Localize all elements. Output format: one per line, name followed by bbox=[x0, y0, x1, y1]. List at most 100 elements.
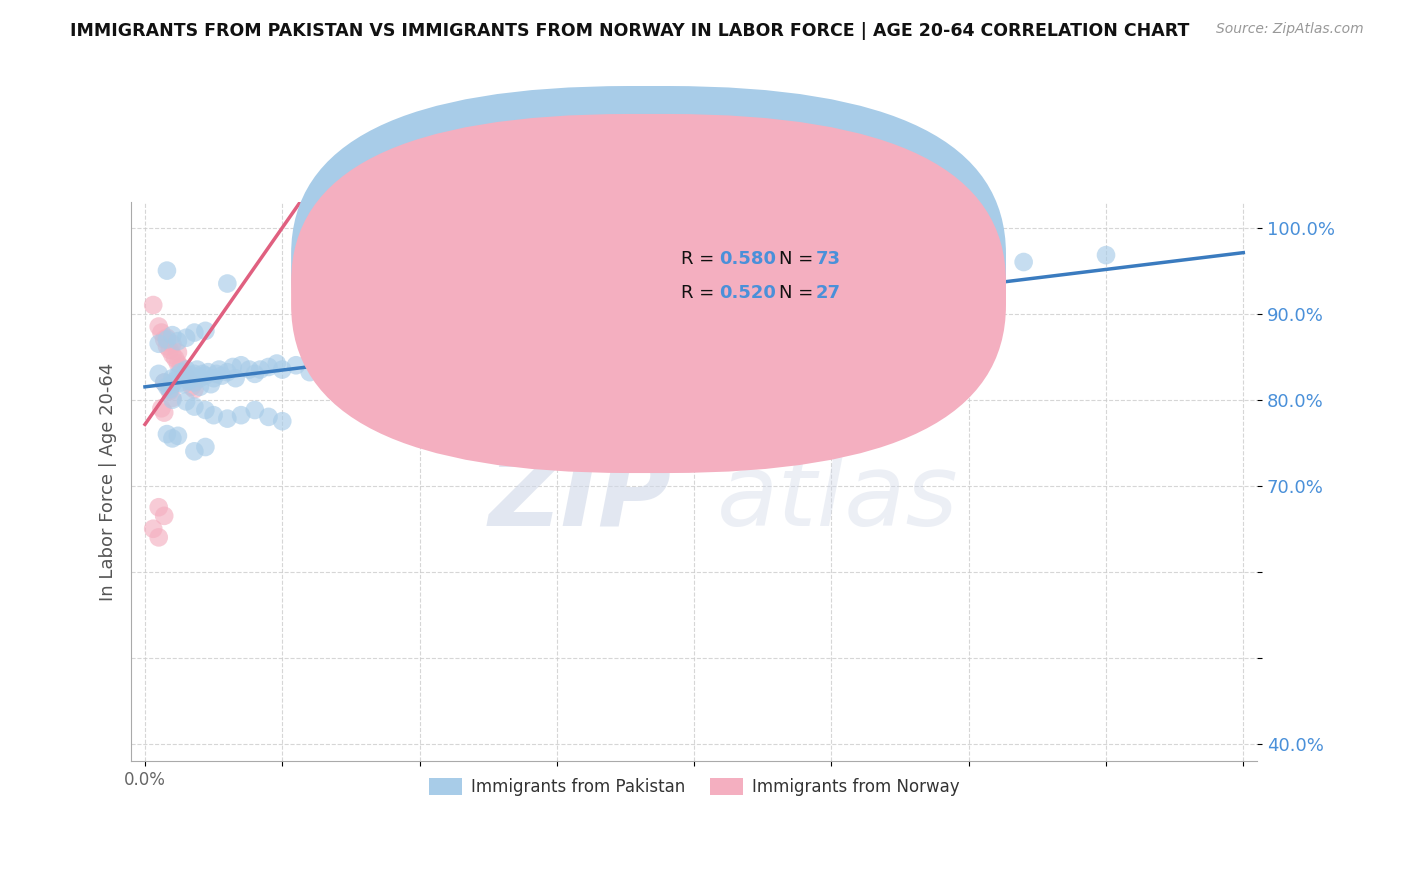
Point bbox=[249, 362, 271, 376]
Point bbox=[217, 365, 239, 379]
Text: ZIP: ZIP bbox=[489, 450, 672, 547]
Point bbox=[202, 408, 225, 422]
Point bbox=[170, 365, 193, 379]
Point bbox=[167, 345, 190, 359]
Point bbox=[229, 408, 252, 422]
Point bbox=[183, 326, 205, 340]
Text: atlas: atlas bbox=[717, 450, 959, 547]
Point bbox=[211, 368, 233, 383]
Point bbox=[162, 391, 184, 405]
Point bbox=[271, 362, 294, 376]
Point bbox=[150, 401, 173, 416]
Text: 27: 27 bbox=[815, 284, 841, 302]
Point bbox=[188, 371, 211, 385]
Text: R =: R = bbox=[681, 251, 720, 268]
FancyBboxPatch shape bbox=[291, 86, 1005, 445]
Point bbox=[153, 333, 176, 347]
Point bbox=[271, 414, 294, 428]
Point bbox=[156, 333, 179, 347]
Point bbox=[1012, 255, 1035, 269]
Point bbox=[162, 392, 184, 407]
Point bbox=[174, 368, 197, 383]
Point bbox=[186, 362, 208, 376]
Point bbox=[208, 362, 231, 376]
FancyBboxPatch shape bbox=[605, 235, 875, 319]
Point bbox=[159, 343, 181, 357]
Point bbox=[174, 394, 197, 409]
FancyBboxPatch shape bbox=[291, 114, 1005, 473]
Point bbox=[174, 331, 197, 345]
Point bbox=[614, 333, 637, 347]
Point bbox=[162, 336, 184, 351]
Point bbox=[159, 382, 181, 396]
Point bbox=[194, 368, 217, 383]
Point bbox=[167, 429, 190, 443]
Text: Source: ZipAtlas.com: Source: ZipAtlas.com bbox=[1216, 22, 1364, 37]
Point bbox=[229, 358, 252, 372]
Text: 0.520: 0.520 bbox=[718, 284, 776, 302]
Point bbox=[167, 368, 190, 383]
Point bbox=[172, 365, 194, 379]
Legend: Immigrants from Pakistan, Immigrants from Norway: Immigrants from Pakistan, Immigrants fro… bbox=[422, 772, 966, 803]
Point bbox=[298, 365, 321, 379]
Point bbox=[183, 382, 205, 396]
Text: R =: R = bbox=[681, 284, 720, 302]
Point bbox=[172, 377, 194, 392]
Point bbox=[243, 403, 266, 417]
Point bbox=[170, 359, 193, 374]
Point bbox=[183, 400, 205, 414]
Point bbox=[156, 331, 179, 345]
Point bbox=[222, 359, 245, 374]
Point bbox=[225, 371, 247, 385]
Point bbox=[162, 371, 184, 385]
Point bbox=[205, 367, 228, 381]
Point bbox=[191, 367, 214, 381]
Point bbox=[257, 409, 280, 424]
Point bbox=[174, 362, 197, 376]
Point bbox=[326, 358, 349, 372]
Text: N =: N = bbox=[779, 284, 818, 302]
Point bbox=[243, 367, 266, 381]
Point bbox=[162, 328, 184, 343]
Point bbox=[1095, 248, 1118, 262]
Point bbox=[153, 406, 176, 420]
Point bbox=[148, 530, 170, 544]
Point bbox=[200, 377, 222, 392]
Point bbox=[217, 411, 239, 425]
Point bbox=[266, 357, 288, 371]
Point bbox=[148, 336, 170, 351]
Point bbox=[367, 357, 389, 371]
Point bbox=[148, 500, 170, 515]
Point bbox=[159, 384, 181, 398]
Point bbox=[177, 374, 200, 388]
Point bbox=[153, 508, 176, 523]
Point bbox=[156, 380, 179, 394]
Point bbox=[162, 431, 184, 445]
Point bbox=[180, 380, 202, 394]
Point bbox=[188, 380, 211, 394]
Point bbox=[353, 359, 375, 374]
Point bbox=[150, 326, 173, 340]
Point bbox=[162, 377, 184, 392]
Point bbox=[183, 444, 205, 458]
Point bbox=[153, 376, 176, 390]
Text: 0.580: 0.580 bbox=[718, 251, 776, 268]
Point bbox=[238, 362, 260, 376]
Point bbox=[217, 277, 239, 291]
Point bbox=[148, 367, 170, 381]
Point bbox=[655, 328, 678, 343]
Point bbox=[148, 319, 170, 334]
Point bbox=[340, 362, 363, 376]
Point bbox=[165, 374, 187, 388]
Point bbox=[180, 368, 202, 383]
Point bbox=[194, 403, 217, 417]
Point bbox=[202, 371, 225, 385]
Point bbox=[194, 324, 217, 338]
Point bbox=[194, 440, 217, 454]
Point bbox=[167, 334, 190, 348]
Point bbox=[257, 359, 280, 374]
Point bbox=[162, 348, 184, 362]
Point bbox=[197, 365, 219, 379]
Point bbox=[156, 263, 179, 277]
Point bbox=[142, 298, 165, 312]
